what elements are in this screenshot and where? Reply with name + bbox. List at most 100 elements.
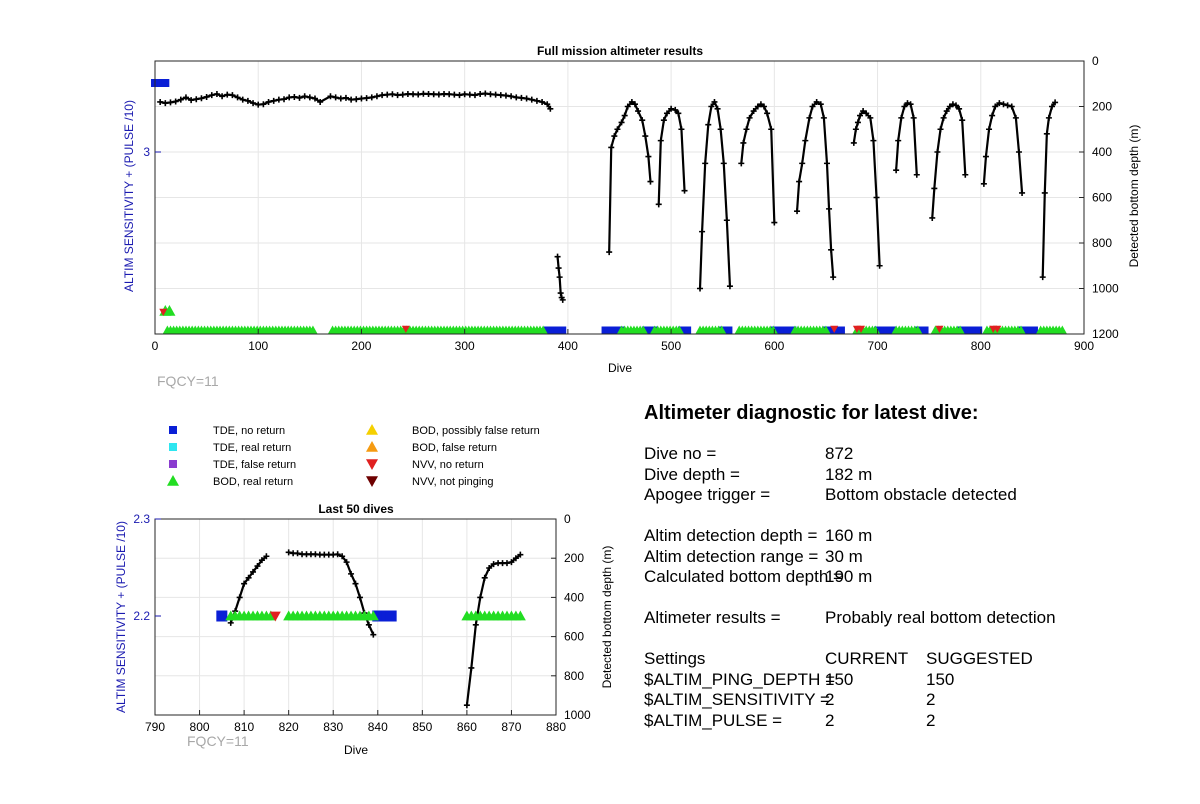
marker-square	[684, 326, 692, 334]
depth-point	[608, 144, 615, 151]
depth-point	[746, 114, 753, 121]
depth-point	[953, 102, 960, 109]
legend-marker	[366, 424, 378, 435]
depth-point	[275, 96, 282, 103]
depth-point	[286, 94, 293, 101]
y-right-tick-label: 800	[1092, 236, 1112, 250]
depth-point	[989, 112, 996, 119]
depth-point	[980, 180, 987, 187]
depth-point	[830, 274, 837, 281]
depth-point	[720, 160, 727, 167]
depth-line	[931, 102, 967, 219]
y-right-tick-label: 1200	[1092, 327, 1119, 341]
x-tick-label: 800	[190, 720, 210, 734]
main-ylabel-right: Detected bottom depth (m)	[1127, 125, 1141, 268]
depth-point	[794, 208, 801, 215]
depth-point	[949, 101, 956, 108]
depth-point	[244, 97, 251, 104]
depth-point	[258, 557, 265, 564]
depth-point	[487, 91, 494, 98]
marker-square	[975, 326, 983, 334]
depth-point	[614, 126, 621, 133]
depth-point	[1049, 103, 1055, 110]
x-tick-label: 200	[351, 339, 371, 353]
y-right-tick-label: 1000	[1092, 282, 1119, 296]
main-chart: Full mission altimeter results 0 100 200 30…	[122, 44, 1141, 389]
depth-point	[655, 201, 662, 208]
y-right-tick-label: 1000	[564, 708, 591, 722]
depth-point	[389, 91, 396, 98]
depth-point	[870, 137, 877, 144]
marker-triangle-up	[514, 610, 526, 621]
marker-triangle-down	[857, 325, 866, 333]
depth-point	[705, 121, 712, 128]
depth-point	[337, 95, 344, 102]
depth-line	[288, 551, 375, 636]
depth-point	[363, 95, 370, 102]
depth-point	[799, 160, 806, 167]
main-fqcy-label: FQCY=11	[157, 373, 219, 389]
legend-label: TDE, no return	[213, 425, 285, 437]
depth-line	[852, 109, 881, 266]
depth-point	[621, 112, 628, 119]
small-chart: Last 50 dives 790 800 810 820 830 840 850 860 87…	[114, 502, 614, 757]
depth-point	[306, 94, 313, 101]
depth-point	[628, 98, 635, 105]
depth-point	[512, 555, 519, 562]
setting-current: 2	[825, 710, 835, 730]
legend-marker	[366, 459, 378, 470]
depth-point	[311, 95, 318, 102]
depth-point	[813, 98, 820, 105]
results-value: Probably real bottom detection	[825, 608, 1056, 627]
depth-point	[503, 560, 510, 567]
dive-no-value: 872	[825, 444, 854, 463]
main-marker-series	[151, 79, 1067, 334]
small-ylabel-left: ALTIM SENSITIVITY + (PULSE /10)	[114, 521, 128, 713]
depth-point	[342, 94, 349, 101]
depth-point	[446, 91, 453, 98]
depth-point	[904, 100, 911, 107]
depth-point	[508, 93, 515, 100]
depth-point	[227, 619, 234, 626]
setting-name: $ALTIM_SENSITIVITY =	[644, 690, 830, 709]
depth-point	[1043, 130, 1050, 137]
depth-line	[895, 101, 918, 175]
depth-point	[430, 91, 437, 98]
settings-label: Settings	[644, 649, 706, 668]
depth-point	[771, 219, 778, 226]
depth-point	[986, 126, 993, 133]
settings-header-row: Settings CURRENT SUGGESTED	[644, 649, 1184, 670]
marker-square	[837, 326, 845, 334]
x-tick-label: 810	[234, 720, 254, 734]
marker-triangle-down	[269, 611, 281, 622]
depth-point	[291, 93, 298, 100]
depth-point	[642, 133, 649, 140]
depth-point	[931, 185, 938, 192]
depth-point	[996, 100, 1003, 107]
marker-triangle-up	[308, 325, 318, 334]
depth-point	[370, 631, 377, 638]
dive-depth-row: Dive depth = 182 m	[644, 465, 1184, 486]
depth-point	[555, 265, 562, 272]
legend-marker	[366, 441, 378, 452]
marker-triangle-up	[538, 325, 548, 334]
depth-point	[435, 91, 442, 98]
depth-point	[943, 108, 950, 115]
y-right-tick-label: 600	[1092, 191, 1112, 205]
depth-point	[461, 91, 468, 98]
main-chart-title: Full mission altimeter results	[537, 44, 703, 58]
depth-point	[934, 149, 941, 155]
setting-current: 2	[825, 690, 835, 709]
depth-point	[557, 290, 564, 297]
depth-point	[738, 160, 745, 167]
depth-point	[657, 137, 664, 144]
depth-point	[477, 594, 484, 601]
y-right-tick-label: 800	[564, 669, 584, 683]
results-row: Altimeter results = Probably real bottom…	[644, 608, 1184, 629]
x-tick-label: 600	[764, 339, 784, 353]
setting-current: 150	[825, 669, 854, 689]
x-tick-label: 400	[558, 339, 578, 353]
x-tick-label: 820	[279, 720, 299, 734]
marker-square	[161, 79, 170, 87]
depth-point	[635, 108, 642, 115]
